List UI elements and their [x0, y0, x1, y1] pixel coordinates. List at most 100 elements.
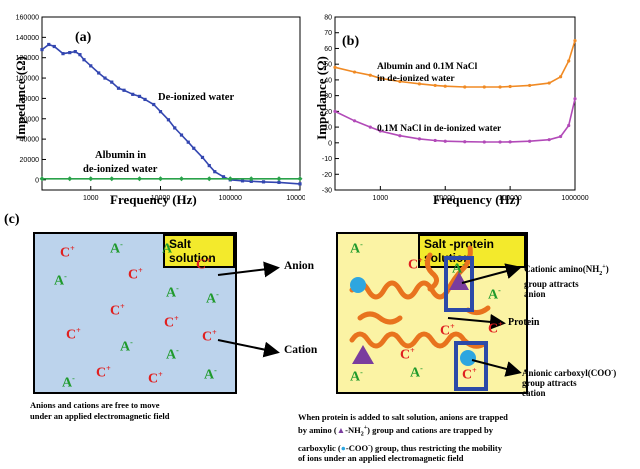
- panel-a-chart: 1600001400001200001000008000060000400002…: [16, 15, 305, 203]
- anion-ion: A-: [204, 366, 217, 383]
- anion-ion: A-: [206, 290, 219, 307]
- panel-b-annot-alb1: Albumin and 0.1M NaCl: [377, 62, 478, 72]
- y-tick-label: 20000: [20, 157, 40, 164]
- data-point: [352, 119, 357, 123]
- panel-b-chart: 80 70 60 50 40 30 20 10 0 -10 -20 -30 1000 10000 10000…: [322, 15, 589, 203]
- panel-b-annot-alb2: in de-ionized water: [377, 74, 455, 84]
- y-tick-label: 0: [35, 177, 39, 184]
- data-point: [240, 179, 245, 183]
- data-point: [206, 176, 212, 182]
- data-point: [248, 176, 254, 182]
- anion-label: Anion: [284, 260, 315, 272]
- data-point: [131, 92, 135, 96]
- data-point: [508, 84, 512, 89]
- y-tick-label: -10: [322, 156, 332, 163]
- x-tick-label: 1000: [83, 195, 99, 202]
- anion-ion: A-: [54, 272, 67, 289]
- y-tick-label: 160000: [16, 15, 39, 22]
- data-point: [298, 182, 302, 186]
- data-point: [152, 102, 156, 107]
- data-point: [482, 85, 486, 89]
- caption-right: When protein is added to salt solution, …: [298, 412, 508, 464]
- data-point: [109, 176, 115, 182]
- data-point: [78, 53, 82, 57]
- data-point: [417, 137, 422, 141]
- data-point: [179, 133, 184, 137]
- data-point: [398, 79, 402, 84]
- y-tick-label: 40: [324, 77, 332, 84]
- series-line: [41, 43, 301, 185]
- data-point: [567, 123, 571, 128]
- cation-label: Cation: [284, 344, 318, 356]
- data-point: [277, 180, 281, 184]
- anion-ion: A-: [110, 240, 123, 257]
- y-tick-label: 20: [324, 109, 332, 116]
- data-point: [67, 176, 73, 182]
- y-tick-label: 30: [324, 93, 332, 100]
- data-point: [82, 58, 86, 62]
- data-point: [249, 179, 253, 183]
- data-point: [207, 163, 211, 168]
- salt-solution-box: Salt solution: [33, 232, 237, 394]
- anion-ion: A-: [166, 284, 179, 301]
- x-tick-label: 10000: [435, 195, 455, 202]
- y-tick-label: 100000: [16, 76, 39, 83]
- series-line: [334, 98, 576, 143]
- data-point: [528, 139, 532, 143]
- x-tick-label: 1000000: [561, 195, 588, 202]
- data-point: [103, 76, 107, 80]
- panel-a-label: (a): [75, 30, 92, 45]
- y-tick-label: 60000: [20, 116, 40, 123]
- data-point: [463, 140, 467, 144]
- anion-ion: A-: [120, 338, 133, 355]
- data-point: [68, 51, 72, 55]
- panel-a-annot-alb2: de-ionized water: [83, 164, 158, 175]
- data-point: [192, 146, 196, 150]
- anion-ion: A-: [166, 346, 179, 363]
- panel-b-ylabel: Impedance (Ω): [314, 56, 329, 140]
- data-point: [173, 126, 177, 130]
- data-point: [482, 140, 486, 144]
- data-point: [559, 134, 563, 139]
- salt-solution-label: Salt solution: [163, 234, 235, 268]
- caption-left: Anions and cations are free to move unde…: [30, 400, 170, 421]
- y-tick-label: 140000: [16, 35, 39, 42]
- data-point: [200, 155, 205, 160]
- cation-ion: C+: [408, 256, 423, 273]
- cation-ion: C+: [462, 366, 477, 383]
- data-point: [463, 85, 467, 89]
- data-point: [378, 129, 382, 133]
- data-point: [547, 81, 551, 85]
- data-point: [559, 75, 563, 79]
- cation-ion: C+: [60, 244, 75, 261]
- data-point: [368, 125, 372, 129]
- x-tick-label: 100000: [219, 195, 242, 202]
- data-point: [368, 73, 372, 77]
- anion-ion: A-: [350, 368, 363, 385]
- data-point: [116, 86, 121, 90]
- data-point: [186, 140, 190, 144]
- y-tick-label: -20: [322, 172, 332, 179]
- anion-ion: A-: [452, 260, 465, 277]
- anion-ion: A-: [350, 240, 363, 257]
- cation-ion: C+: [400, 346, 415, 363]
- data-point: [47, 42, 51, 47]
- y-tick-label: 70: [324, 30, 332, 37]
- data-point: [276, 176, 282, 182]
- anion-ion: A-: [488, 286, 501, 303]
- anion-ion: A-: [410, 364, 423, 381]
- data-point: [61, 52, 65, 56]
- data-point: [433, 83, 437, 88]
- anion-ion: A-: [62, 374, 75, 391]
- y-tick-label: 60: [324, 46, 332, 53]
- cation-ion: C+: [440, 322, 455, 339]
- cation-ion: C+: [148, 370, 163, 387]
- x-tick-label: 1000: [373, 195, 389, 202]
- salt-protein-label: Salt -protein solution: [418, 234, 526, 268]
- panel-a-annot-dw: De-ionized water: [158, 92, 235, 103]
- data-point: [417, 82, 422, 86]
- plot-frame: [334, 16, 576, 191]
- cation-ion: C+: [96, 364, 111, 381]
- data-point: [52, 44, 56, 49]
- cation-ion: C+: [202, 328, 217, 345]
